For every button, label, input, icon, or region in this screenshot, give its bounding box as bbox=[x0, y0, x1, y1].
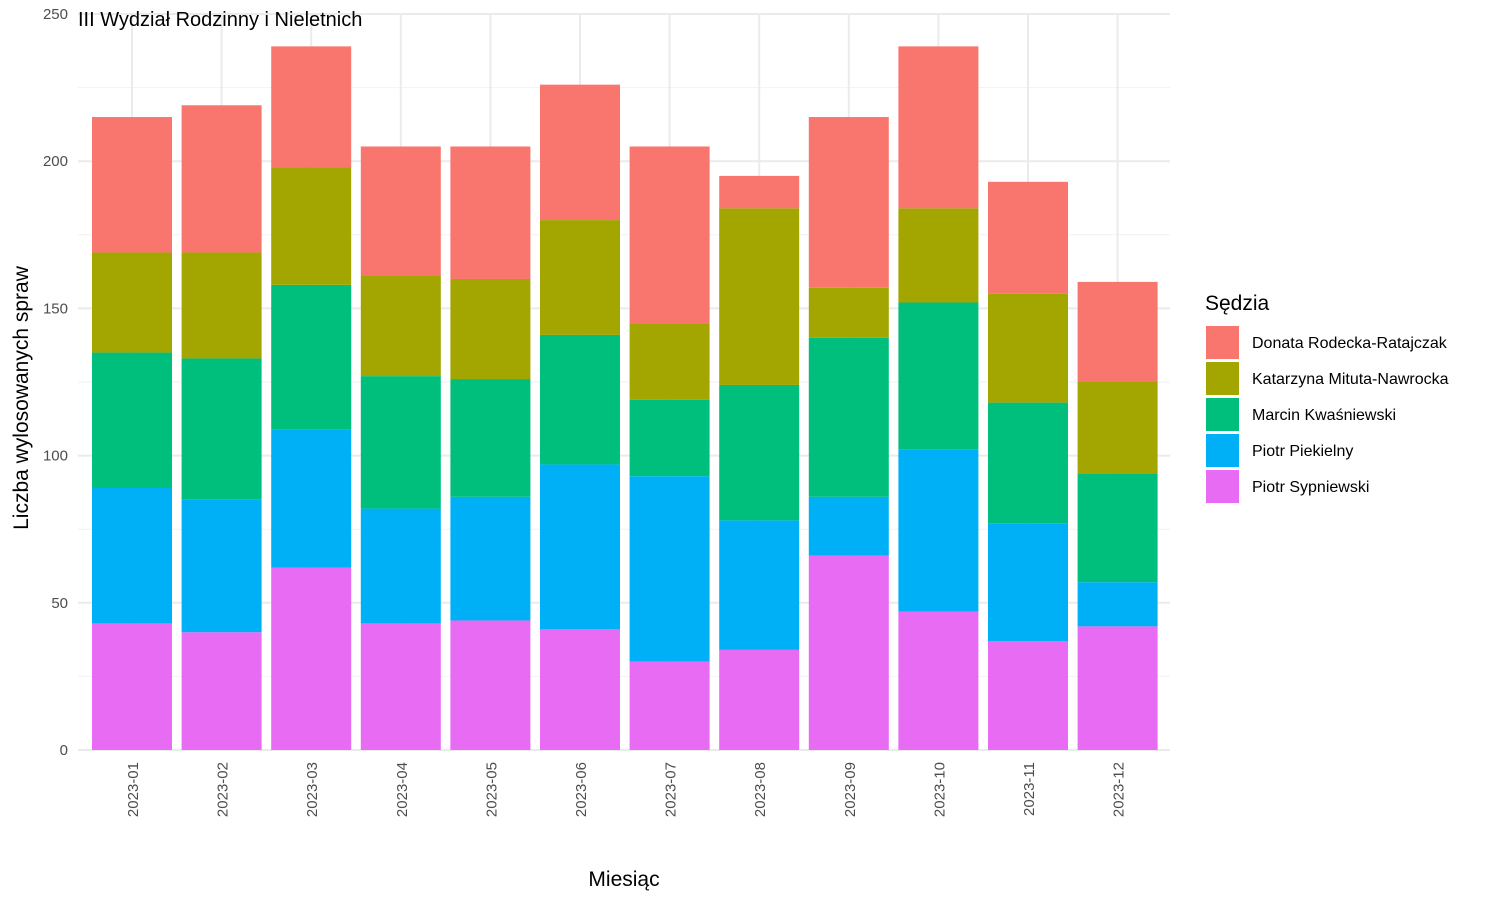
bar-segment bbox=[540, 629, 620, 750]
bar-segment bbox=[450, 620, 531, 750]
bar-segment bbox=[898, 208, 979, 303]
bar-segment bbox=[360, 276, 441, 377]
bar-segment bbox=[719, 175, 800, 209]
legend-label: Marcin Kwaśniewski bbox=[1252, 407, 1396, 424]
bar-segment bbox=[92, 117, 172, 253]
bar-segment bbox=[629, 146, 710, 324]
x-tick-label: 2023-10 bbox=[931, 762, 948, 817]
y-tick-labels: 0 50 100 150 200 250 bbox=[43, 6, 68, 759]
bar-segment bbox=[629, 399, 710, 477]
legend-items: Donata Rodecka-Ratajczak Katarzyna Mituta… bbox=[1206, 326, 1449, 503]
bar-segment bbox=[988, 641, 1068, 750]
legend-swatch bbox=[1206, 434, 1239, 467]
x-tick-label: 2023-03 bbox=[304, 762, 321, 817]
legend-label: Piotr Sypniewski bbox=[1252, 479, 1369, 496]
legend: Sędzia Donata Rodecka-Ratajczak Katarzyna… bbox=[1205, 292, 1449, 503]
y-tick-label: 250 bbox=[43, 6, 68, 23]
bar-segment bbox=[629, 661, 710, 750]
bar-segment bbox=[540, 334, 620, 465]
bar-segment bbox=[1077, 626, 1158, 750]
bar-segment bbox=[271, 46, 352, 168]
bar-segment bbox=[629, 476, 710, 662]
x-axis-title: Miesiąc bbox=[588, 868, 659, 891]
y-tick-label: 200 bbox=[43, 153, 68, 170]
x-tick-label: 2023-09 bbox=[842, 762, 859, 817]
legend-label: Piotr Piekielny bbox=[1252, 443, 1353, 460]
bar-segment bbox=[360, 146, 441, 277]
bar-segment bbox=[898, 46, 979, 209]
bar-segment bbox=[92, 623, 172, 750]
bar-segment bbox=[92, 352, 172, 488]
bar-segment bbox=[988, 402, 1068, 524]
bar-segment bbox=[181, 252, 262, 359]
y-tick-label: 100 bbox=[43, 448, 68, 465]
x-tick-label: 2023-04 bbox=[394, 762, 411, 817]
legend-swatch bbox=[1206, 326, 1239, 359]
bar-segment bbox=[181, 499, 262, 633]
bar-segment bbox=[1077, 582, 1158, 627]
y-tick-label: 0 bbox=[60, 742, 68, 759]
y-axis-title: Liczba wylosowanych spraw bbox=[10, 265, 33, 530]
bar-segment bbox=[719, 520, 800, 650]
legend-title: Sędzia bbox=[1205, 292, 1270, 315]
bar-segment bbox=[719, 649, 800, 750]
bar-segment bbox=[450, 278, 531, 380]
legend-label: Donata Rodecka-Ratajczak bbox=[1252, 335, 1448, 352]
bar-segment bbox=[271, 284, 352, 430]
bar-segment bbox=[360, 376, 441, 509]
bar-segment bbox=[988, 293, 1068, 403]
bar-segment bbox=[719, 384, 800, 521]
bar-segment bbox=[808, 555, 889, 750]
legend-swatch bbox=[1206, 398, 1239, 431]
x-tick-label: 2023-05 bbox=[483, 762, 500, 817]
bar-segment bbox=[271, 167, 352, 285]
bar-segment bbox=[1077, 473, 1158, 583]
bar-segment bbox=[1077, 281, 1158, 382]
bar-segment bbox=[808, 337, 889, 497]
legend-label: Katarzyna Mituta-Nawrocka bbox=[1252, 371, 1449, 388]
bar-segment bbox=[898, 611, 979, 750]
bar-segment bbox=[898, 302, 979, 450]
bar-segment bbox=[808, 496, 889, 556]
legend-swatch bbox=[1206, 362, 1239, 395]
x-tick-label: 2023-06 bbox=[573, 762, 590, 817]
chart-title: III Wydział Rodzinny i Nieletnich bbox=[78, 9, 362, 31]
y-tick-label: 150 bbox=[43, 300, 68, 317]
bar-segment bbox=[271, 567, 352, 750]
bar-segment bbox=[808, 117, 889, 288]
bar-segment bbox=[1077, 382, 1158, 474]
bar-segment bbox=[360, 623, 441, 750]
x-tick-label: 2023-11 bbox=[1021, 762, 1038, 816]
bar-segment bbox=[540, 464, 620, 630]
x-tick-label: 2023-07 bbox=[663, 762, 680, 817]
x-tick-label: 2023-08 bbox=[752, 762, 769, 817]
bar-segment bbox=[898, 449, 979, 612]
y-tick-label: 50 bbox=[51, 595, 68, 612]
bar-segment bbox=[540, 84, 620, 221]
bar-segment bbox=[450, 379, 531, 497]
legend-swatch bbox=[1206, 470, 1239, 503]
bar-segment bbox=[988, 181, 1068, 294]
bar-segment bbox=[988, 523, 1068, 642]
x-tick-label: 2023-02 bbox=[215, 762, 232, 817]
bar-segment bbox=[450, 146, 531, 279]
bar-segment bbox=[808, 287, 889, 338]
x-tick-label: 2023-12 bbox=[1111, 762, 1128, 817]
bar-segment bbox=[719, 208, 800, 385]
bar-segment bbox=[92, 487, 172, 624]
bar-segment bbox=[450, 496, 531, 621]
bar-segment bbox=[540, 220, 620, 335]
x-tick-labels: 2023-01 2023-02 2023-03 2023-04 2023-05 2023-… bbox=[125, 762, 1128, 817]
x-tick-label: 2023-01 bbox=[125, 762, 142, 817]
bar-segment bbox=[181, 632, 262, 750]
bar-segment bbox=[271, 429, 352, 568]
bar-segment bbox=[360, 508, 441, 624]
bar-segment bbox=[629, 323, 710, 400]
bar-segment bbox=[92, 252, 172, 353]
bar-segment bbox=[181, 105, 262, 253]
bars bbox=[92, 46, 1158, 750]
bar-segment bbox=[181, 358, 262, 500]
